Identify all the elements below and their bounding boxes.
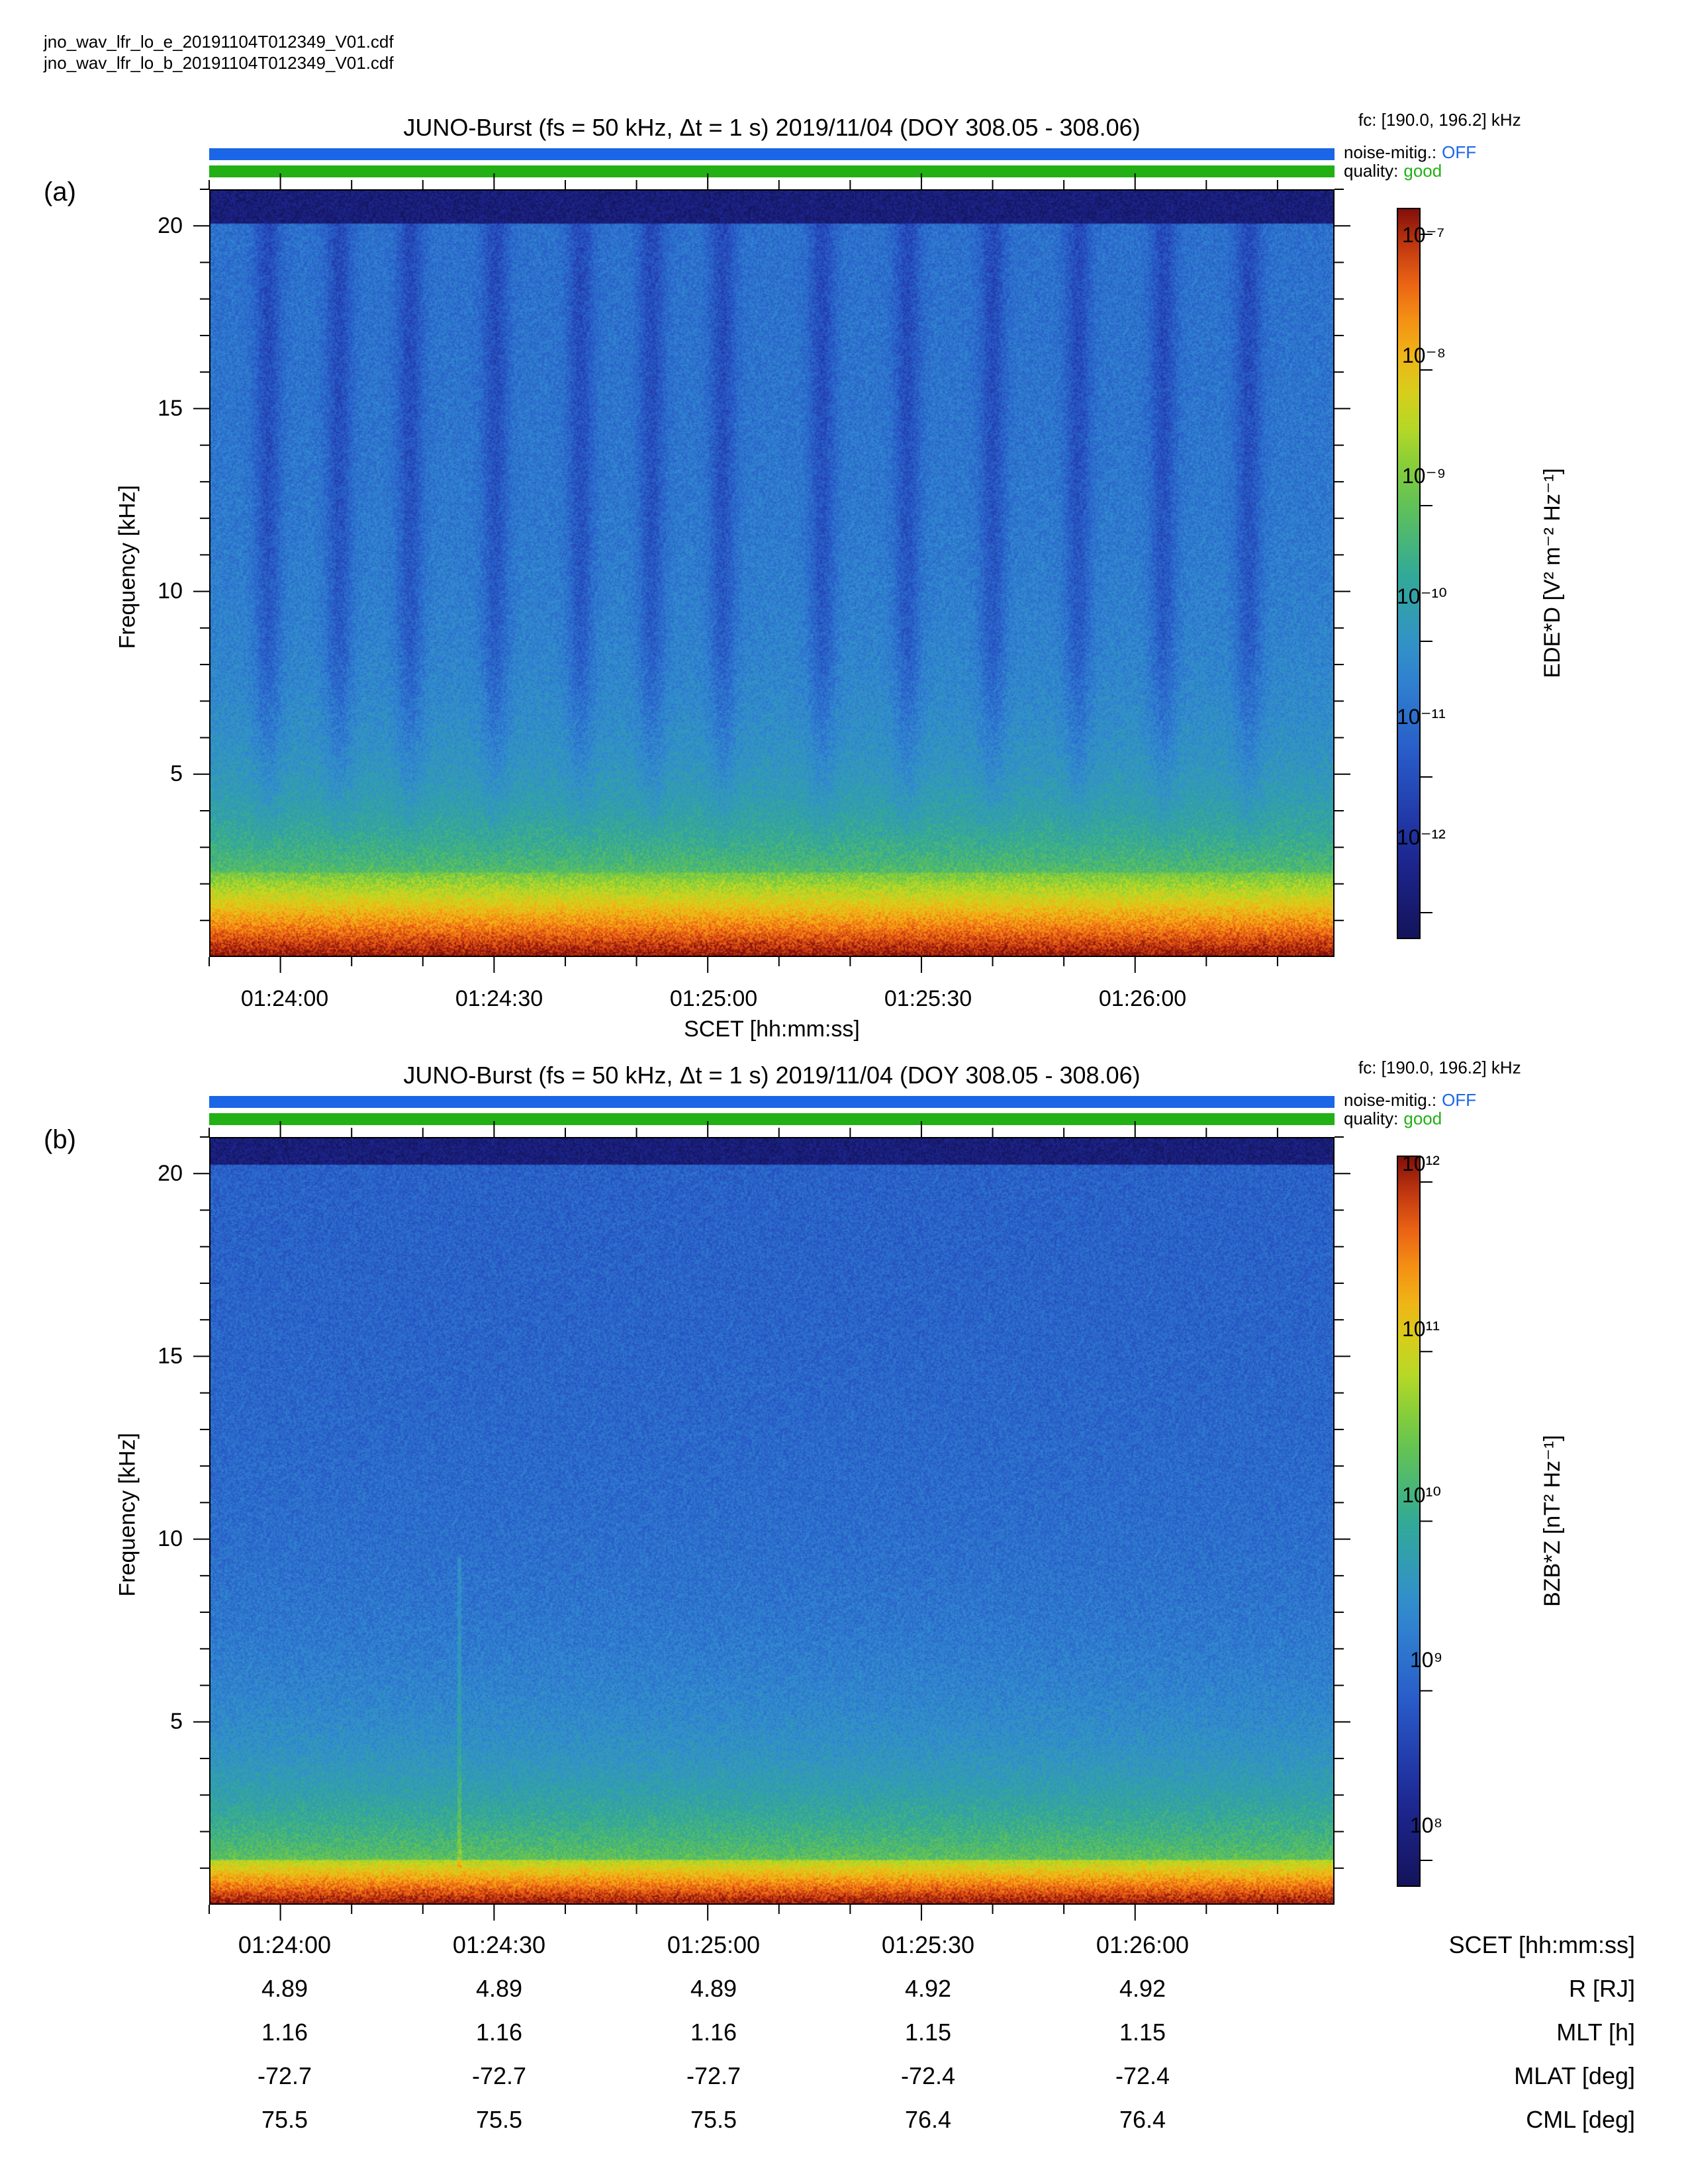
- panel-a-quality-bar: [209, 165, 1335, 177]
- eph-cml-4: 76.4: [1119, 2106, 1166, 2133]
- panel-b-fc: fc: [190.0, 196.2] kHz: [1358, 1058, 1521, 1077]
- panel-b-cbar-label: BZB*Z [nT² Hz⁻¹]: [1540, 1435, 1565, 1607]
- eph-cml-3: 76.4: [904, 2106, 952, 2133]
- panel-a-cbtick-4: 10⁻¹¹: [1397, 705, 1446, 729]
- panel-a-fc: fc: [190.0, 196.2] kHz: [1358, 110, 1521, 130]
- panel-a-title: JUNO-Burst (fs = 50 kHz, Δt = 1 s) 2019/…: [403, 114, 1141, 141]
- panel-b-cbtick-0: 10¹²: [1402, 1152, 1440, 1175]
- eph-label-r: R [RJ]: [1568, 1975, 1635, 2002]
- eph-r-1: 4.89: [475, 1975, 523, 2002]
- panel-a-cbtick-1: 10⁻⁸: [1402, 343, 1446, 367]
- eph-scet-1: 01:24:30: [452, 1931, 546, 1958]
- eph-scet-0: 01:24:00: [238, 1931, 332, 1958]
- file-name-e: jno_wav_lfr_lo_e_20191104T012349_V01.cdf: [44, 32, 394, 52]
- panel-a-ytick-20: 20: [158, 213, 183, 238]
- eph-mlt-1: 1.16: [475, 2019, 523, 2046]
- panel-a-cbtick-3: 10⁻¹⁰: [1397, 584, 1447, 608]
- eph-label-scet: SCET [hh:mm:ss]: [1448, 1931, 1635, 1958]
- panel-a-cbtick-0: 10⁻⁷: [1402, 223, 1445, 247]
- quality-label: quality:: [1344, 1109, 1399, 1128]
- panel-b-noise-bar: [209, 1096, 1335, 1108]
- eph-label-cml: CML [deg]: [1526, 2106, 1635, 2133]
- eph-mlat-3: -72.4: [900, 2062, 956, 2089]
- panel-a-quality-flag: quality: good: [1344, 161, 1442, 180]
- eph-mlat-2: -72.7: [686, 2062, 741, 2089]
- eph-cml-1: 75.5: [475, 2106, 523, 2133]
- panel-b-title: JUNO-Burst (fs = 50 kHz, Δt = 1 s) 2019/…: [403, 1062, 1141, 1089]
- panel-b-ytick-20: 20: [158, 1161, 183, 1186]
- eph-label-mlt: MLT [h]: [1556, 2019, 1635, 2046]
- eph-cml-0: 75.5: [261, 2106, 308, 2133]
- panel-a-noise-flag: noise-mitig.: OFF: [1344, 143, 1476, 161]
- eph-scet-4: 01:26:00: [1096, 1931, 1190, 1958]
- eph-mlat-4: -72.4: [1115, 2062, 1170, 2089]
- panel-b-cbtick-1: 10¹¹: [1402, 1317, 1440, 1341]
- noise-value: OFF: [1442, 1090, 1477, 1110]
- quality-value: good: [1403, 1109, 1442, 1128]
- panel-b-cbtick-2: 10¹⁰: [1402, 1483, 1442, 1507]
- panel-b-ytick-15: 15: [158, 1343, 183, 1369]
- panel-b-noise-flag: noise-mitig.: OFF: [1344, 1091, 1476, 1109]
- panel-b-spectrogram-canvas: [211, 1138, 1333, 1903]
- eph-r-2: 4.89: [690, 1975, 737, 2002]
- eph-r-0: 4.89: [261, 1975, 308, 2002]
- eph-cml-2: 75.5: [690, 2106, 737, 2133]
- panel-b-label: (b): [44, 1125, 76, 1154]
- panel-b-colorbar: [1397, 1156, 1421, 1887]
- panel-a-spectrogram: [209, 189, 1335, 957]
- quality-label: quality:: [1344, 161, 1399, 181]
- quality-value: good: [1403, 161, 1442, 181]
- eph-mlt-4: 1.15: [1119, 2019, 1166, 2046]
- panel-b-ylabel: Frequency [kHz]: [115, 1432, 140, 1597]
- eph-mlt-0: 1.16: [261, 2019, 308, 2046]
- panel-a-xtick-0: 01:24:00: [240, 986, 329, 1011]
- panel-b-quality-bar: [209, 1113, 1335, 1125]
- eph-scet-3: 01:25:30: [881, 1931, 975, 1958]
- eph-mlat-0: -72.7: [257, 2062, 312, 2089]
- noise-label: noise-mitig.:: [1344, 1090, 1437, 1110]
- panel-b-ytick-5: 5: [170, 1709, 183, 1734]
- panel-a-xtick-4: 01:26:00: [1098, 986, 1187, 1011]
- panel-b-quality-flag: quality: good: [1344, 1109, 1442, 1128]
- panel-a-colorbar: [1397, 208, 1421, 939]
- noise-value: OFF: [1442, 142, 1477, 162]
- panel-a-noise-bar: [209, 148, 1335, 160]
- panel-b-cbtick-4: 10⁸: [1410, 1813, 1443, 1837]
- panel-a-ytick-10: 10: [158, 578, 183, 604]
- panel-a-label: (a): [44, 177, 76, 206]
- eph-mlt-2: 1.16: [690, 2019, 737, 2046]
- panel-b-spectrogram: [209, 1137, 1335, 1905]
- panel-a-spectrogram-canvas: [211, 191, 1333, 956]
- panel-a-ytick-15: 15: [158, 396, 183, 421]
- noise-label: noise-mitig.:: [1344, 142, 1437, 162]
- eph-label-mlat: MLAT [deg]: [1514, 2062, 1635, 2089]
- eph-r-4: 4.92: [1119, 1975, 1166, 2002]
- file-name-b: jno_wav_lfr_lo_b_20191104T012349_V01.cdf: [44, 53, 394, 73]
- panel-b-ytick-10: 10: [158, 1526, 183, 1551]
- panel-a-xlabel: SCET [hh:mm:ss]: [684, 1017, 860, 1042]
- panel-b-cbtick-3: 10⁹: [1410, 1648, 1443, 1672]
- panel-a-xtick-2: 01:25:00: [669, 986, 758, 1011]
- eph-r-3: 4.92: [904, 1975, 952, 2002]
- panel-a-ytick-5: 5: [170, 761, 183, 786]
- panel-a-xtick-3: 01:25:30: [884, 986, 972, 1011]
- panel-a-xtick-1: 01:24:30: [455, 986, 543, 1011]
- eph-mlt-3: 1.15: [904, 2019, 952, 2046]
- panel-a-cbtick-2: 10⁻⁹: [1402, 464, 1446, 488]
- panel-a-cbtick-5: 10⁻¹²: [1397, 825, 1446, 849]
- eph-scet-2: 01:25:00: [667, 1931, 761, 1958]
- eph-mlat-1: -72.7: [471, 2062, 527, 2089]
